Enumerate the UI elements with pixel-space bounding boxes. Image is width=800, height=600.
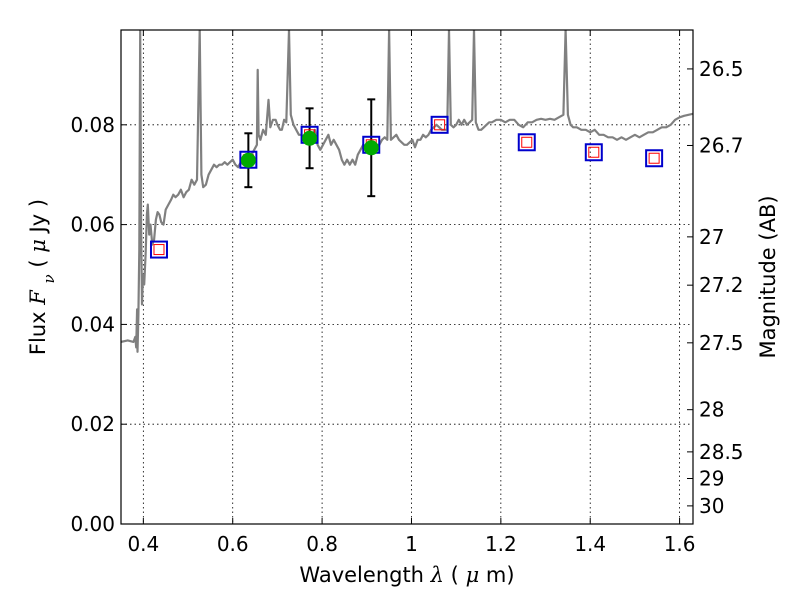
y-tick-label: 0.08: [70, 113, 115, 137]
model-photometry-inner: [648, 152, 660, 164]
y2-tick-label: 26.5: [699, 57, 744, 81]
y2-tick-label: 26.7: [699, 133, 744, 157]
plot-frame: [120, 29, 694, 525]
observed-point: [302, 130, 318, 146]
model-photometry-box: [517, 133, 536, 152]
y-tick-label: 0.02: [70, 412, 115, 436]
observed-point: [240, 152, 256, 168]
y2-tick-label: 29: [699, 466, 724, 490]
x-axis-label-unit: m): [486, 563, 515, 587]
axis-ticks: 0.4 0.6 0.8 1 1.2 1.4 1.6 0.00 0.02 0.04 0.06 0.08 2…: [70, 30, 744, 556]
model-photometry-box: [584, 143, 603, 162]
x-tick-label: 0.4: [127, 532, 159, 556]
y2-tick-label: 27.2: [699, 273, 744, 297]
x-tick-label: 0.8: [306, 532, 338, 556]
x-axis-label-symbol: λ: [430, 563, 444, 587]
x-tick-label: 1: [405, 532, 418, 556]
y-axis-label-open: (: [26, 253, 50, 268]
model-photometry-box: [645, 149, 664, 168]
y-tick-label: 0.06: [70, 213, 115, 237]
y2-tick-label: 28: [699, 398, 724, 422]
y2-tick-label: 27.5: [699, 331, 744, 355]
model-photometry-box: [149, 240, 168, 259]
y-axis-label-unit: Jy ): [26, 199, 50, 235]
x-tick-label: 1.2: [485, 532, 517, 556]
y-axis-label-prefix: Flux: [26, 305, 50, 355]
x-tick-label: 1.6: [664, 532, 696, 556]
model-photometry-box: [239, 150, 258, 169]
model-photometry-inner: [588, 146, 600, 158]
model-photometry-box: [430, 115, 449, 134]
model-photometry-inner: [521, 136, 533, 148]
y-axis-label-subscript: ν: [40, 274, 58, 283]
observed-point: [363, 140, 379, 156]
y-axis-label-symbol: F: [26, 289, 50, 306]
y2-tick-label: 27: [699, 225, 724, 249]
y-axis-label: Flux F ν ( μ Jy ): [26, 199, 58, 355]
model-spectrum-line: [121, 30, 693, 353]
x-axis-label-open: (: [451, 563, 459, 587]
y-axis-label-unit-prefix: μ: [26, 239, 50, 253]
y2-tick-label: 30: [699, 494, 724, 518]
y2-tick-label: 28.5: [699, 440, 744, 464]
model-photometry-inner: [434, 119, 446, 131]
grid-lines: [121, 30, 693, 525]
y-tick-label: 0.04: [70, 312, 115, 336]
error-bars: [244, 98, 376, 198]
model-photometry-inner: [153, 244, 165, 256]
x-axis-label-prefix: Wavelength: [299, 563, 430, 587]
y2-axis-label: Magnitude (AB): [756, 195, 780, 358]
x-tick-label: 0.6: [217, 532, 249, 556]
x-axis-label: Wavelength λ ( μ m): [299, 563, 514, 587]
x-tick-label: 1.4: [574, 532, 606, 556]
photometry-markers: [149, 115, 664, 259]
y-tick-label: 0.00: [70, 512, 115, 536]
x-axis-label-unit-prefix: μ: [466, 563, 480, 587]
